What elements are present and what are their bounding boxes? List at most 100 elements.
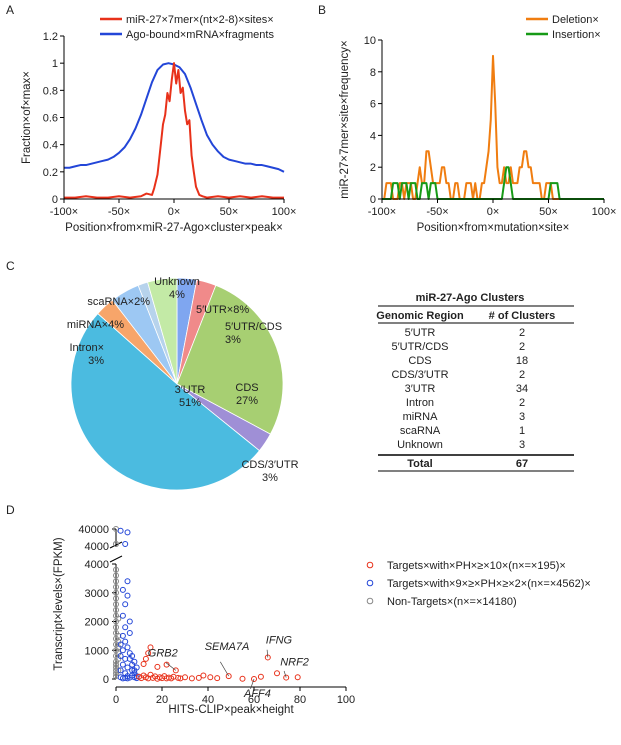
gene-annotation-sema7a: SEMA7A — [205, 641, 250, 653]
scatter-point — [142, 655, 149, 662]
scatter-point — [126, 655, 133, 662]
panel-a-chart: 0 0.2 0.4 0.6 0.8 1 1.2 -100× -50× 0× 50× 100× miR-… — [21, 14, 296, 234]
y-tick-label: 8 — [370, 67, 376, 79]
table-col1-header: Genomic Region — [376, 310, 464, 322]
scatter-point — [154, 663, 161, 670]
scatter-point — [113, 578, 119, 585]
annotation-leader — [219, 661, 230, 677]
scatter-point — [113, 601, 119, 608]
panel-d-label: D — [6, 503, 15, 517]
y-tick-label: 1000 — [85, 645, 109, 657]
scatter-point — [119, 632, 126, 639]
scatter-point — [172, 667, 179, 674]
scatter-point — [119, 647, 126, 654]
x-tick-label: 60 — [248, 694, 260, 706]
pie-label: 5′UTR/CDS 3% — [225, 321, 282, 346]
x-tick-label: 0 — [113, 694, 119, 706]
scatter-point — [188, 675, 195, 682]
scatter-point — [124, 578, 131, 585]
scatter-point — [257, 673, 264, 680]
scatter-point — [195, 674, 202, 681]
y-tick-label: 0.4 — [43, 140, 58, 152]
y-tick-label: 0 — [52, 194, 58, 206]
annotation-leader — [266, 649, 269, 658]
x-tick-label: -50× — [108, 206, 130, 218]
x-tick-label: -100× — [50, 206, 78, 218]
scatter-point — [124, 644, 131, 651]
legend-label: Ago-bound×mRNA×fragments — [126, 29, 274, 41]
annotation-leader — [250, 678, 255, 690]
x-tick-label: 0× — [487, 206, 500, 218]
pie-slice-3-utr — [70, 313, 260, 491]
table-region-cell: 3′UTR — [405, 383, 436, 395]
scatter-point — [163, 661, 170, 668]
series-line-1 — [64, 62, 284, 199]
table-count-cell: 2 — [519, 327, 525, 339]
legend-swatch — [366, 579, 374, 587]
table-region-cell: Unknown — [397, 439, 443, 451]
x-tick-label: 20 — [156, 694, 168, 706]
scatter-point — [124, 664, 131, 671]
panel-c-label: C — [6, 259, 15, 273]
x-tick-label: 0× — [168, 206, 181, 218]
panel-b-xlabel: Position×from×mutation×site× — [417, 222, 570, 234]
scatter-point — [122, 601, 129, 608]
scatter-point — [115, 615, 122, 622]
scatter-point — [113, 595, 119, 602]
panel-b-label: B — [318, 3, 326, 17]
scatter-point — [239, 675, 246, 682]
series-line-0 — [382, 54, 604, 200]
scatter-point — [124, 675, 131, 682]
scatter-point — [283, 674, 290, 681]
scatter-point — [147, 644, 154, 651]
scatter-point — [131, 667, 138, 674]
panel-c-pie: 5′UTR×8% 5′UTR/CDS 3% CDS 27% CDS/3′UTR 3% 3′UT… — [67, 276, 299, 491]
scatter-point — [207, 674, 214, 681]
x-tick-label: -100× — [368, 206, 396, 218]
cluster-table: miR-27-Ago Clusters Genomic Region # of … — [376, 292, 574, 472]
annotation-leader — [283, 670, 287, 678]
panel-d-ylabel: Transcript×levels×(FPKM) — [53, 537, 65, 670]
pie-slice-unknown — [147, 277, 178, 385]
x-tick-label: -50× — [426, 206, 448, 218]
scatter-point — [122, 624, 129, 631]
scatter-point — [214, 675, 221, 682]
scatter-point — [113, 624, 119, 631]
x-tick-label: 40 — [202, 694, 214, 706]
table-region-cell: CDS/3′UTR — [391, 369, 448, 381]
axis-break-mark — [109, 541, 123, 563]
y-tick-label: 0 — [370, 194, 376, 206]
gene-annotation-aff4: AFF4 — [243, 688, 271, 700]
scatter-point — [200, 672, 207, 679]
x-tick-label: 100 — [337, 694, 355, 706]
pie-label: 5′UTR×8% — [196, 304, 249, 316]
scatter-point — [119, 661, 126, 668]
x-tick-label: 50× — [539, 206, 558, 218]
scatter-point — [129, 661, 136, 668]
scatter-point — [113, 541, 119, 547]
table-count-cell: 1 — [519, 425, 525, 437]
legend-swatch — [366, 561, 374, 569]
table-count-cell: 2 — [519, 341, 525, 353]
y-tick-label: 40000 — [78, 524, 109, 536]
scatter-point — [126, 618, 133, 625]
scatter-point — [113, 566, 119, 573]
y-tick-label: 4000 — [85, 559, 109, 571]
scatter-point — [124, 592, 131, 599]
annotation-leader — [165, 662, 177, 671]
table-region-cell: miRNA — [403, 411, 438, 423]
pie-label: miRNA×4% — [67, 319, 124, 331]
panel-b-chart: 0 2 4 6 8 10 -100× -50× 0× 50× 100× Deletion× Inser… — [339, 14, 616, 234]
table-col2-header: # of Clusters — [489, 310, 556, 322]
scatter-point — [182, 674, 188, 681]
y-tick-label: 3000 — [85, 588, 109, 600]
scatter-point — [126, 630, 133, 636]
scatter-point — [140, 661, 147, 668]
scatter-point — [115, 667, 122, 674]
pie-label: CDS/3′UTR 3% — [241, 459, 298, 484]
legend-label: Targets×with×9×≥×PH×≥×2×(n×=×4562)× — [387, 578, 591, 590]
legend-label: miR-27×7mer×(nt×2-8)×sites× — [126, 14, 274, 26]
gene-annotation-nrf2: NRF2 — [280, 657, 309, 669]
panel-a-label: A — [6, 3, 14, 17]
